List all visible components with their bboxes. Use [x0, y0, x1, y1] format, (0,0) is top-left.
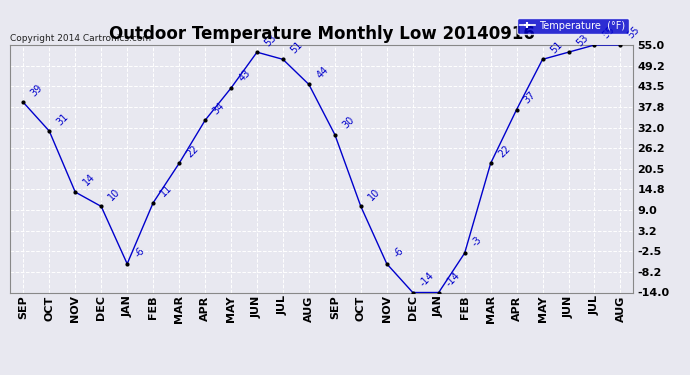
Text: -3: -3 [470, 235, 484, 249]
Text: 30: 30 [340, 115, 356, 130]
Text: 22: 22 [185, 143, 201, 159]
Legend: Temperature  (°F): Temperature (°F) [518, 18, 629, 33]
Text: -6: -6 [132, 246, 146, 260]
Text: 11: 11 [159, 183, 175, 199]
Text: 37: 37 [522, 90, 538, 105]
Text: 10: 10 [366, 186, 382, 202]
Text: 53: 53 [262, 32, 278, 48]
Title: Outdoor Temperature Monthly Low 20140916: Outdoor Temperature Monthly Low 20140916 [109, 26, 535, 44]
Text: 55: 55 [600, 25, 616, 41]
Text: -14: -14 [418, 270, 437, 288]
Text: 34: 34 [210, 100, 226, 116]
Text: 53: 53 [574, 32, 590, 48]
Text: 10: 10 [107, 186, 123, 202]
Text: 14: 14 [81, 172, 97, 188]
Text: 51: 51 [548, 39, 564, 55]
Text: -14: -14 [444, 270, 462, 288]
Text: Copyright 2014 Cartronics.com: Copyright 2014 Cartronics.com [10, 33, 152, 42]
Text: 39: 39 [29, 82, 45, 98]
Text: 22: 22 [496, 143, 512, 159]
Text: 44: 44 [315, 64, 331, 80]
Text: 55: 55 [626, 25, 642, 41]
Text: 51: 51 [288, 39, 304, 55]
Text: 43: 43 [237, 68, 253, 84]
Text: -6: -6 [393, 246, 406, 260]
Text: 31: 31 [55, 111, 70, 127]
